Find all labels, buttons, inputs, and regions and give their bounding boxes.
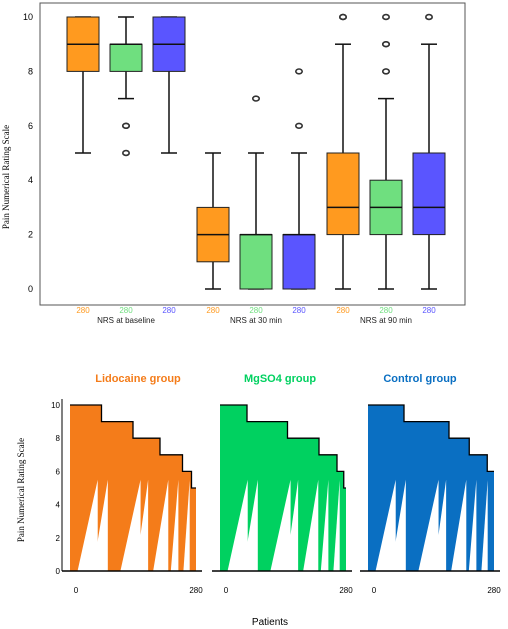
waterfall-envelope-line [220, 404, 346, 489]
waterfall-gap [468, 479, 477, 571]
waterfall-gap [303, 479, 319, 571]
boxplot-n-label: 280 [206, 306, 220, 315]
waterfall-panel: Lidocaine group 0 280 [61, 373, 203, 595]
boxplot-box [239, 234, 273, 290]
boxplot-y-tick-label: 6 [28, 121, 33, 131]
waterfall-gap [183, 479, 190, 571]
boxplot-box [109, 43, 143, 72]
boxplot-n-label: 280 [336, 306, 350, 315]
waterfall-panel-title: MgSO4 group [244, 373, 316, 385]
boxplot-box [412, 152, 446, 236]
boxplot-outlier [122, 149, 131, 157]
boxplot-outlier [381, 40, 390, 48]
waterfall-gap [270, 479, 291, 571]
waterfall-panel: Control group 0 280 [360, 373, 501, 595]
boxplot-n-label: 280 [422, 306, 436, 315]
waterfall-envelope-line [368, 404, 494, 473]
waterfall-gap [242, 479, 258, 571]
waterfall-x-tick-label: 280 [487, 586, 501, 595]
boxplot-outlier [381, 13, 390, 21]
waterfall-gap [333, 479, 340, 571]
waterfall-y-tick-label: 6 [56, 467, 61, 476]
boxplot-box [282, 234, 316, 290]
boxplot-group-label: NRS at baseline [97, 316, 155, 325]
waterfall-envelope-line [70, 404, 196, 489]
boxplot-n-label: 280 [76, 306, 90, 315]
boxplot-y-tick-label: 2 [28, 230, 33, 240]
waterfall-x-tick-label: 280 [189, 586, 203, 595]
waterfall-gap [135, 479, 149, 571]
boxplot-group-label: NRS at 90 min [360, 316, 412, 325]
boxplot-boxes [66, 13, 446, 290]
boxplot-n-label: 280 [162, 306, 176, 315]
waterfall-y-tick-label: 2 [56, 534, 61, 543]
waterfall-y-tick-label: 8 [56, 434, 61, 443]
waterfall-chart: Pain Numerical Rating Scale 0 2 4 6 8 10 Lido… [16, 373, 501, 628]
boxplot-sample-sizes: 280 280 280 280 280 280 280 280 280 [76, 306, 436, 315]
waterfall-gap [433, 479, 447, 571]
waterfall-gap [320, 479, 329, 571]
boxplot-outlier [294, 122, 303, 130]
boxplot-y-tick-label: 4 [28, 175, 33, 185]
waterfall-x-axis-label: Patients [252, 617, 288, 628]
boxplot-outlier [338, 13, 347, 21]
waterfall-y-axis-label: Pain Numerical Rating Scale [16, 438, 26, 542]
boxplot-frame [39, 2, 466, 306]
waterfall-x-tick-label: 0 [372, 586, 377, 595]
boxplot-n-label: 280 [249, 306, 263, 315]
waterfall-y-ticks: 0 2 4 6 8 10 [51, 401, 60, 576]
boxplot-outlier [424, 13, 433, 21]
waterfall-gap [120, 479, 141, 571]
waterfall-y-tick-label: 10 [51, 401, 60, 410]
boxplot-outlier [294, 68, 303, 75]
waterfall-panel: MgSO4 group 0 280 [212, 373, 353, 595]
boxplot-box [326, 152, 360, 236]
boxplot-y-tick-label: 0 [28, 284, 33, 294]
waterfall-gap [418, 479, 439, 571]
waterfall-gap [481, 479, 488, 571]
waterfall-gap [227, 479, 248, 571]
waterfall-gap [390, 479, 406, 571]
waterfall-panel-title: Lidocaine group [95, 373, 181, 385]
boxplot-group-label: NRS at 30 min [230, 316, 282, 325]
boxplot-n-label: 280 [379, 306, 393, 315]
waterfall-gap [77, 479, 98, 571]
boxplot-n-label: 280 [292, 306, 306, 315]
waterfall-gap [170, 479, 179, 571]
waterfall-gap [285, 479, 299, 571]
waterfall-gap [375, 479, 396, 571]
boxplot-y-axis-label: Pain Numerical Rating Scale [1, 125, 11, 229]
waterfall-gap [451, 479, 467, 571]
boxplot-outlier [252, 95, 261, 102]
waterfall-y-tick-label: 4 [56, 501, 61, 510]
boxplot-outlier [122, 122, 131, 130]
boxplot-group-labels: NRS at baseline NRS at 30 min NRS at 90 mi… [97, 316, 412, 325]
waterfall-x-tick-label: 280 [339, 586, 353, 595]
waterfall-y-tick-label: 0 [56, 567, 61, 576]
waterfall-panel-title: Control group [383, 373, 457, 385]
boxplot-y-tick-label: 10 [23, 12, 33, 22]
boxplot-outlier [381, 68, 390, 75]
waterfall-gap [92, 479, 108, 571]
waterfall-x-tick-label: 0 [74, 586, 79, 595]
waterfall-gap [153, 479, 169, 571]
boxplot-y-tick-label: 8 [28, 66, 33, 76]
boxplot-n-label: 280 [119, 306, 133, 315]
boxplot-y-ticks: 0 2 4 6 8 10 [23, 12, 33, 294]
waterfall-x-tick-label: 0 [224, 586, 229, 595]
